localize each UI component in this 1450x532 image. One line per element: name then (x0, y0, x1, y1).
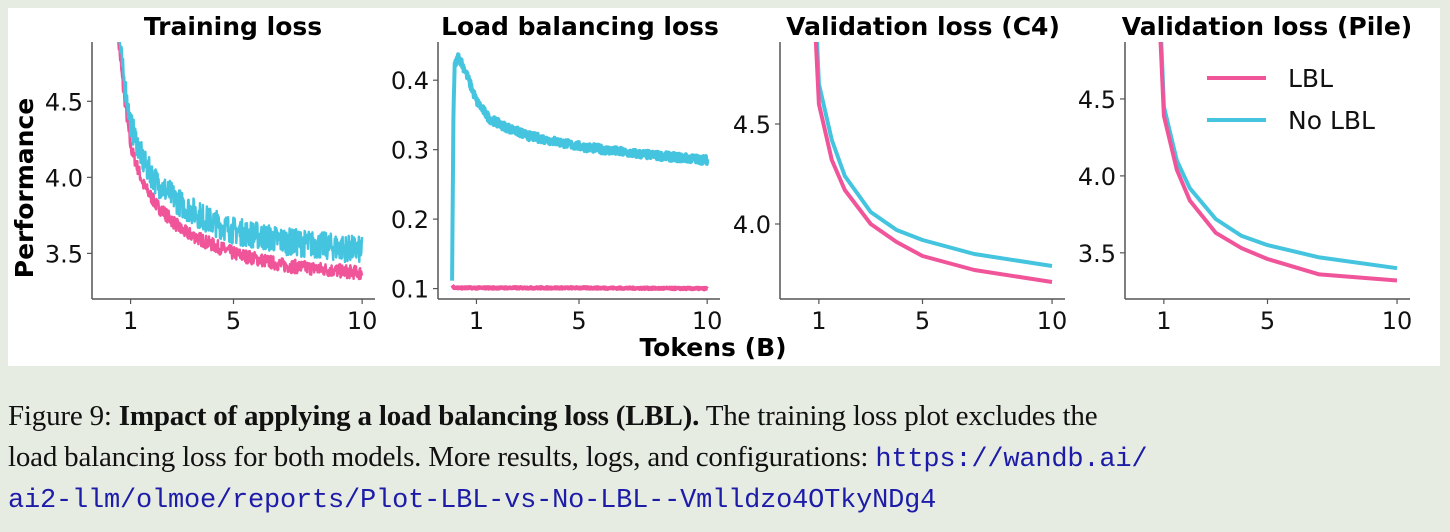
x-tick-label: 1 (469, 307, 484, 335)
legend: LBL No LBL (1207, 64, 1375, 135)
y-axis-label: Performance (10, 98, 39, 278)
x-tick-label: 10 (1382, 307, 1413, 335)
caption-label: Figure 9: (8, 400, 112, 432)
y-tick-label: 3.5 (45, 240, 83, 268)
caption-link-part-2[interactable]: ai2-llm/olmoe/reports/Plot-LBL-vs-No-LBL… (8, 486, 937, 516)
x-tick-label: 1 (123, 307, 138, 335)
y-tick-label: 4.0 (1078, 163, 1116, 191)
figure-background (8, 8, 1440, 366)
x-tick-label: 10 (1037, 307, 1068, 335)
y-tick-label: 3.5 (1078, 240, 1116, 268)
figure: Training loss 1 5 10 3.5 4.0 4.5 Load balancing… (8, 8, 1440, 366)
panel-1: Training loss 1 5 10 3.5 4.0 4.5 (45, 12, 378, 335)
series-line-no-lbl (1159, 42, 1398, 271)
y-tick-label: 4.0 (733, 211, 771, 239)
caption-link-part-1[interactable]: https://wandb.ai/ (875, 445, 1148, 475)
series-line-no-lbl (118, 42, 364, 264)
y-tick-label: 4.5 (733, 111, 771, 139)
x-tick-label: 5 (571, 307, 586, 335)
x-tick-label: 10 (692, 307, 723, 335)
panel-4: Validation loss (Pile) 1 5 10 3.5 4.0 4.5 LBL No… (1078, 12, 1412, 335)
caption-bold-title: Impact of applying a load balancing loss… (118, 400, 700, 432)
series-line-no-lbl (815, 42, 1053, 268)
y-tick-label: 4.0 (45, 164, 83, 192)
series-line-lbl (813, 42, 1053, 284)
panel-title: Load balancing loss (441, 12, 719, 41)
caption-line-1: Figure 9: Impact of applying a load bala… (8, 400, 1098, 433)
series-line-no-lbl (450, 52, 710, 281)
x-axis-label: Tokens (B) (639, 333, 786, 362)
panel-title: Validation loss (Pile) (1122, 12, 1412, 41)
caption-line-2: load balancing loss for both models. Mor… (8, 441, 1148, 475)
x-tick-label: 1 (1156, 307, 1171, 335)
series-line-lbl (117, 42, 364, 281)
x-tick-label: 5 (915, 307, 930, 335)
x-tick-label: 1 (811, 307, 826, 335)
y-tick-label: 0.4 (391, 67, 429, 95)
series-line-lbl (450, 283, 709, 292)
caption-text-1: The training loss plot excludes the (705, 400, 1098, 432)
panel-title: Training loss (144, 12, 322, 41)
caption-text-2: load balancing loss for both models. Mor… (8, 441, 869, 473)
legend-label: No LBL (1288, 106, 1375, 135)
y-tick-label: 4.5 (45, 88, 83, 116)
legend-label: LBL (1288, 64, 1333, 93)
y-tick-label: 0.3 (391, 137, 429, 165)
y-tick-label: 0.1 (391, 276, 429, 304)
y-tick-label: 0.2 (391, 206, 429, 234)
caption-line-3: ai2-llm/olmoe/reports/Plot-LBL-vs-No-LBL… (8, 482, 936, 516)
y-tick-label: 4.5 (1078, 86, 1116, 114)
x-tick-label: 5 (226, 307, 241, 335)
panel-2: Load balancing loss 1 5 10 0.1 0.2 0.3 0.4 (391, 12, 723, 335)
x-tick-label: 5 (1260, 307, 1275, 335)
x-tick-label: 10 (347, 307, 378, 335)
panel-3: Validation loss (C4) 1 5 10 4.0 4.5 (733, 12, 1067, 335)
panel-title: Validation loss (C4) (786, 12, 1060, 41)
series-line-lbl (1158, 42, 1398, 283)
